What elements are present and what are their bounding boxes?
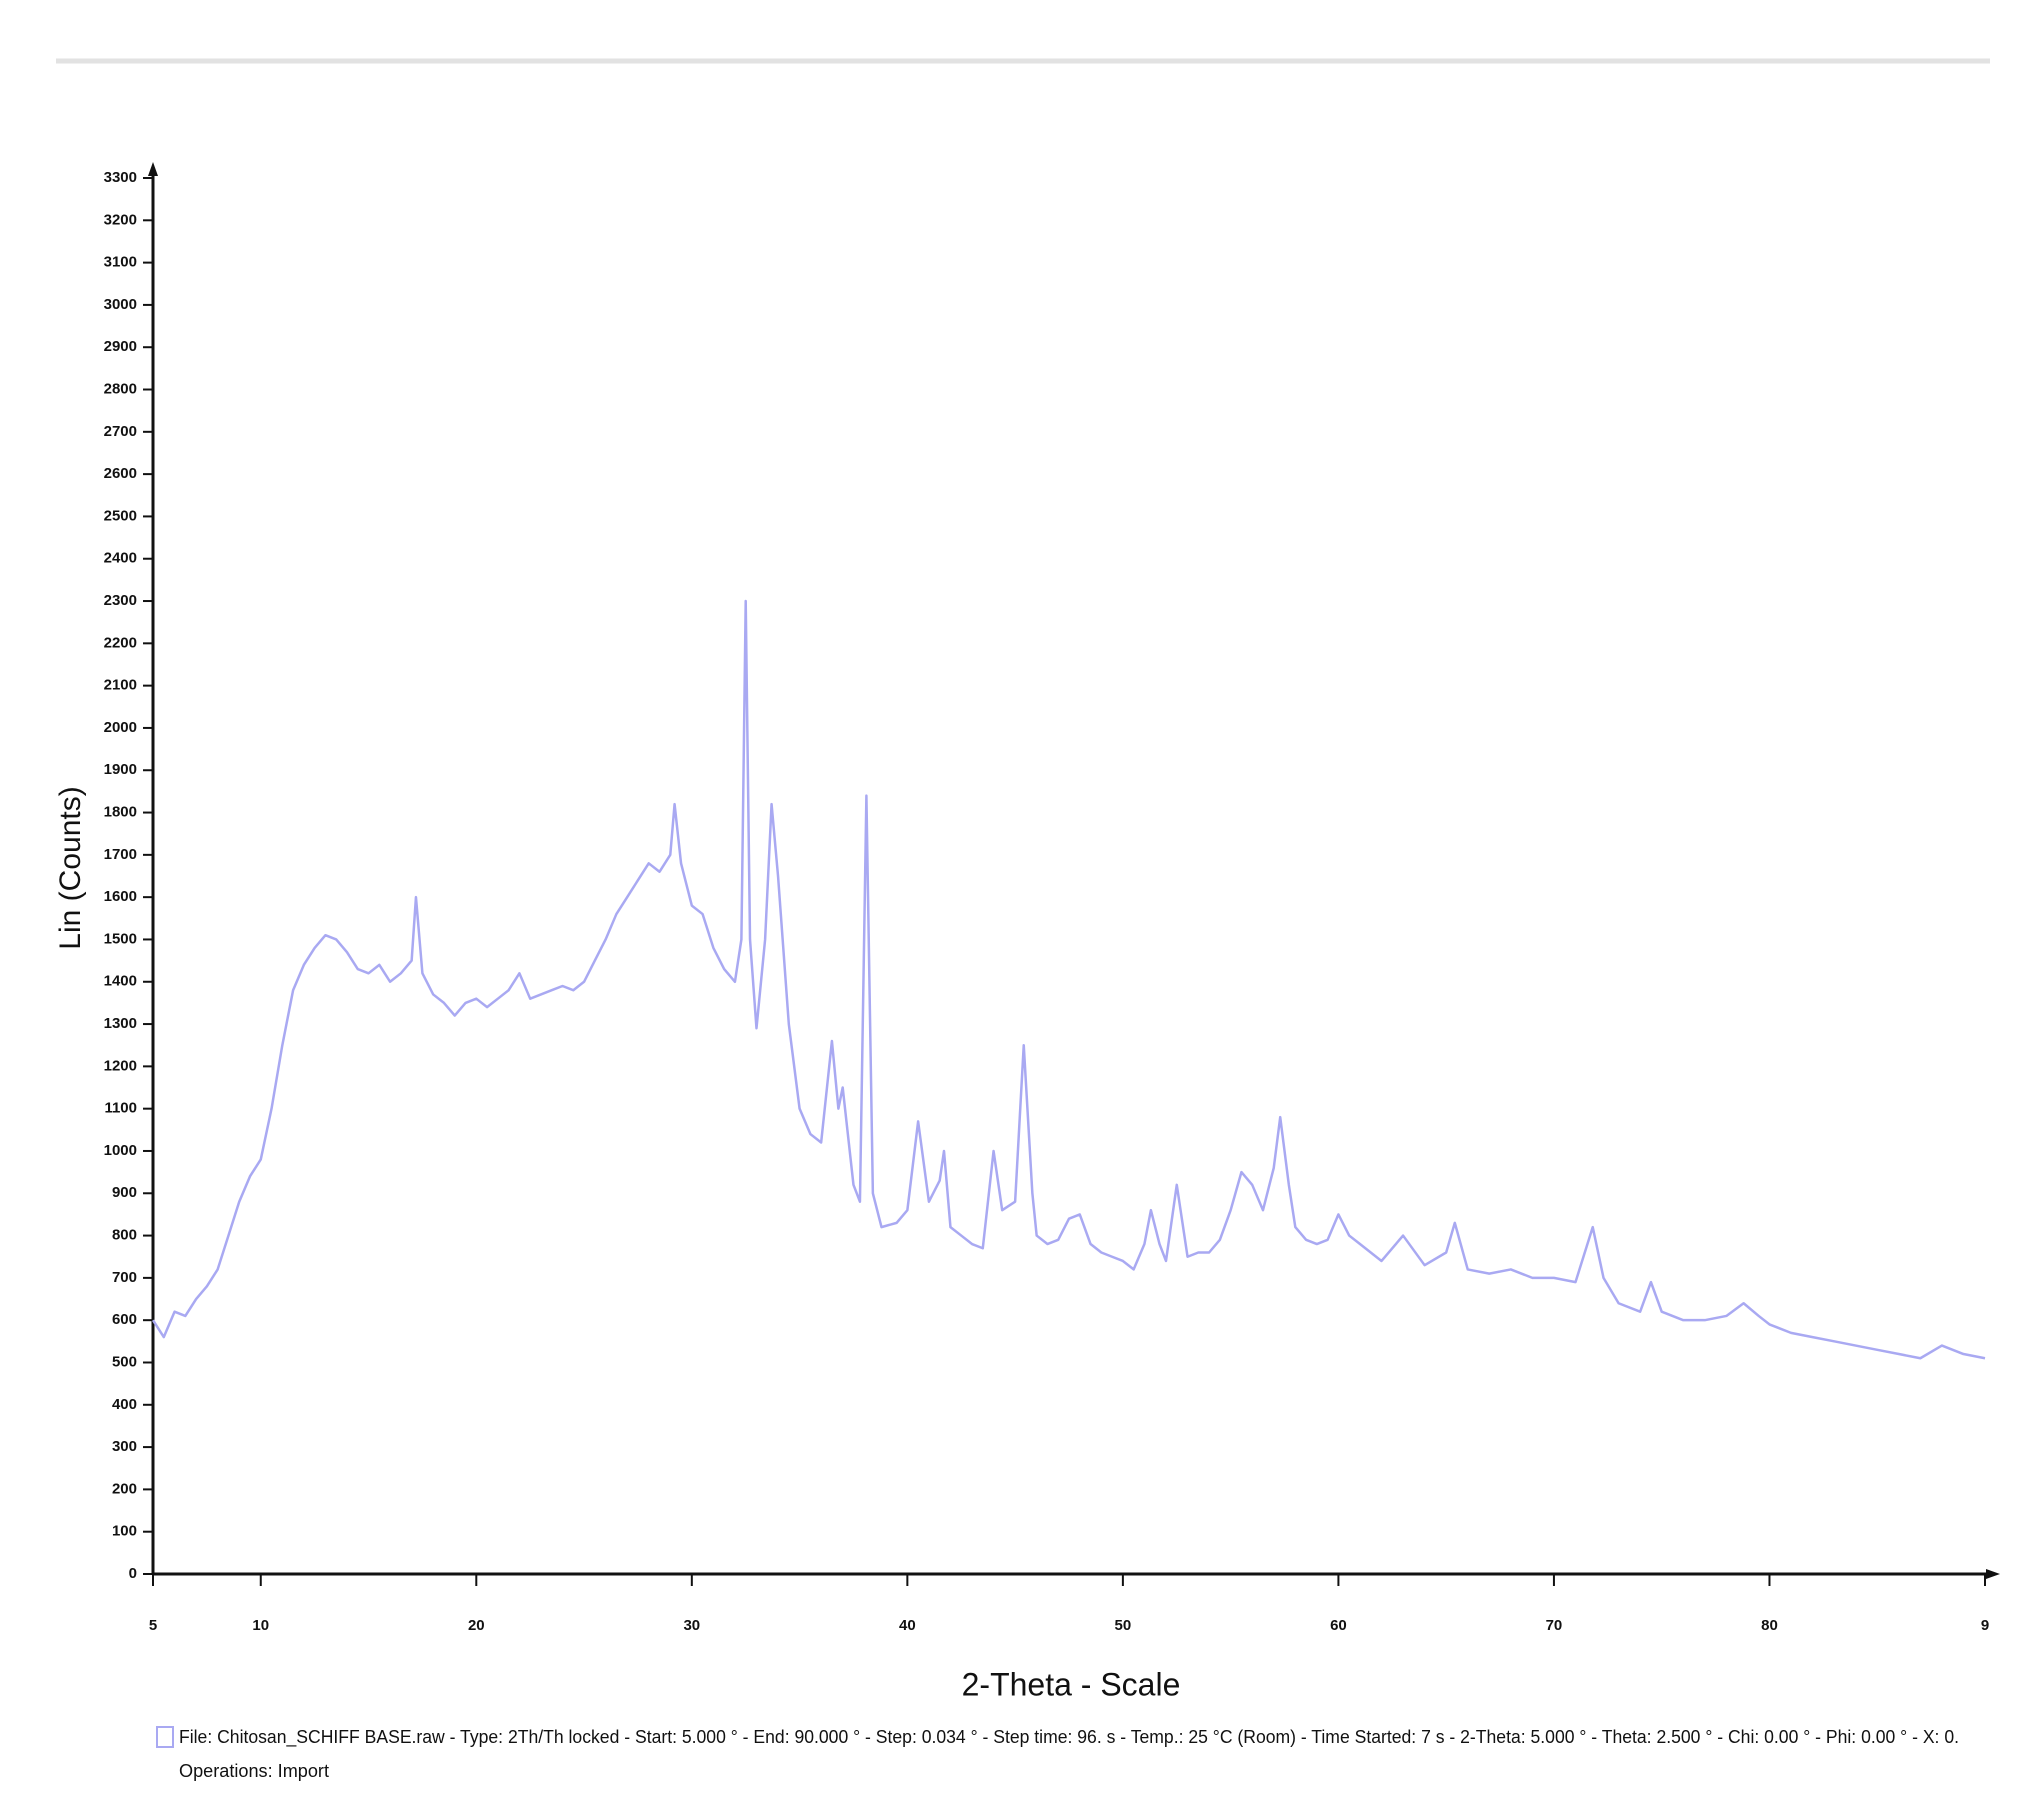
y-tick-label: 2200 (104, 634, 137, 651)
y-tick-label: 100 (112, 1523, 137, 1540)
x-tick-label: 9 (1981, 1617, 1989, 1634)
y-tick-label: 300 (112, 1438, 137, 1455)
y-tick-label: 1100 (104, 1100, 137, 1117)
x-axis-title: 2-Theta - Scale (962, 1666, 1181, 1702)
y-tick-label: 1800 (104, 804, 137, 821)
x-tick-label: 70 (1546, 1617, 1563, 1634)
footer-line: File: Chitosan_SCHIFF BASE.raw - Type: 2… (179, 1727, 1959, 1748)
y-tick-label: 3300 (104, 169, 137, 186)
y-tick-label: 200 (112, 1480, 137, 1497)
y-tick-label: 1000 (104, 1142, 137, 1159)
y-tick-label: 2300 (104, 592, 137, 609)
x-tick-label: 10 (252, 1617, 269, 1634)
x-tick-label: 60 (1330, 1617, 1347, 1634)
y-axis-title: Lin (Counts) (54, 786, 87, 949)
y-tick-label: 3200 (104, 211, 137, 228)
y-tick-label: 900 (112, 1184, 137, 1201)
data-line (151, 599, 1986, 1360)
y-tick-label: 800 (112, 1227, 137, 1244)
y-tick-label: 3100 (104, 254, 137, 271)
y-tick-label: 500 (112, 1353, 137, 1370)
x-axis-arrow (1986, 1569, 2000, 1579)
y-tick-label: 1600 (104, 888, 137, 905)
y-tick-label: 1500 (104, 930, 137, 947)
y-tick-label: 1900 (104, 761, 137, 778)
y-tick-label: 2500 (104, 507, 137, 524)
x-tick-label: 5 (149, 1617, 157, 1634)
y-tick-label: 1700 (104, 846, 137, 863)
y-tick-label: 3000 (104, 296, 137, 313)
y-tick-label: 2400 (104, 550, 137, 567)
y-tick-label: 700 (112, 1269, 137, 1286)
y-tick-label: 2100 (104, 677, 137, 694)
y-tick-label: 1200 (104, 1057, 137, 1074)
y-tick-label: 600 (112, 1311, 137, 1328)
x-tick-label: 40 (899, 1617, 916, 1634)
y-tick-label: 2000 (104, 719, 137, 736)
legend-swatch (156, 1726, 174, 1748)
y-tick-label: 2900 (104, 338, 137, 355)
footer-line: Operations: Import (179, 1761, 329, 1781)
x-tick-label: 20 (468, 1617, 485, 1634)
y-tick-label: 2700 (104, 423, 137, 440)
y-tick-label: 2800 (104, 380, 137, 397)
y-tick-label: 1300 (104, 1015, 137, 1032)
x-tick-label: 30 (683, 1617, 700, 1634)
y-axis-arrow (148, 162, 158, 176)
y-tick-label: 0 (129, 1565, 137, 1582)
y-tick-label: 2600 (104, 465, 137, 482)
y-tick-label: 1400 (104, 973, 137, 990)
y-tick-label: 400 (112, 1396, 137, 1413)
x-tick-label: 80 (1761, 1617, 1778, 1634)
x-tick-label: 50 (1115, 1617, 1132, 1634)
